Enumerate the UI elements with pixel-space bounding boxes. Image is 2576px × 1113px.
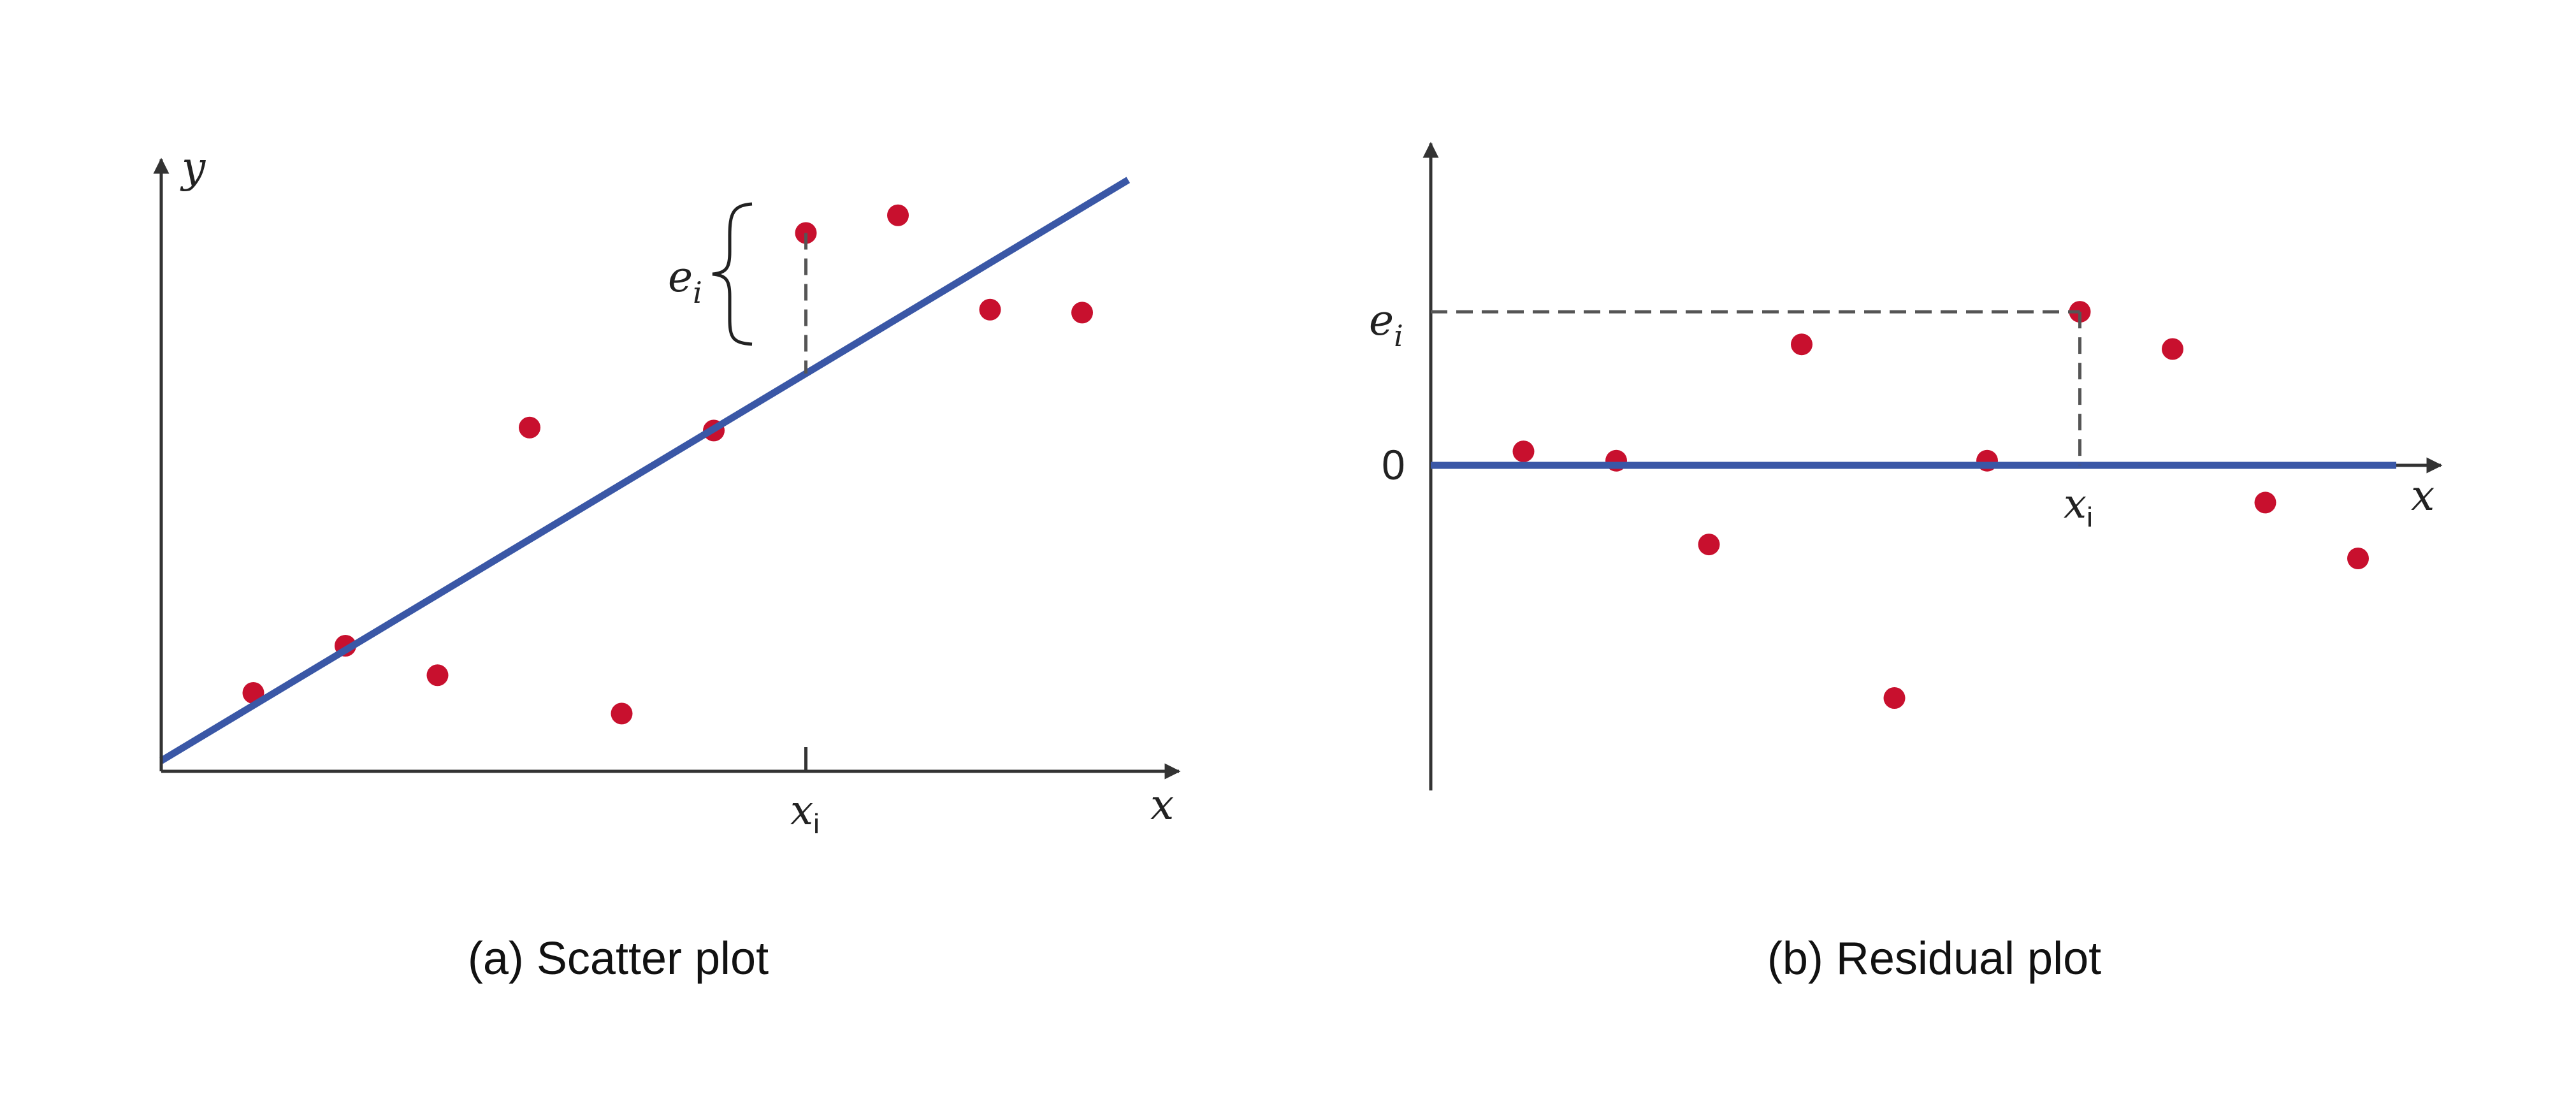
x-marker-sub: i — [813, 808, 820, 840]
x-marker-sub: i — [2087, 502, 2093, 533]
residual-label: ei — [668, 252, 702, 310]
zero-label: 0 — [1382, 441, 1405, 488]
caption-scatter: (a) Scatter plot — [468, 933, 769, 984]
residual-sub: i — [693, 275, 702, 310]
regression-line — [159, 177, 1131, 764]
residual-point-10 — [2347, 548, 2369, 569]
scatter-point-8 — [887, 204, 909, 226]
x-axis-label: x — [2411, 471, 2435, 520]
x-marker-letter: x — [2064, 481, 2087, 528]
residual-letter: e — [668, 252, 693, 302]
x-marker-label: xi — [790, 787, 820, 840]
residual-brace — [712, 202, 753, 346]
scatter-point-4 — [519, 416, 540, 439]
residual-points — [1512, 301, 2369, 709]
y-axis-label: y — [180, 143, 206, 192]
x-marker-label: xi — [2064, 481, 2093, 533]
scatter-point-9 — [979, 298, 1001, 321]
panel-residual: 0 ei xi x (b) Residual plot — [1369, 142, 2443, 984]
x-marker-letter: x — [790, 787, 813, 834]
residual-point-9 — [2254, 491, 2276, 514]
x-axis-label: x — [1150, 780, 1174, 829]
residual-letter: e — [1369, 296, 1394, 345]
residual-point-8 — [2162, 338, 2183, 360]
residual-point-3 — [1698, 534, 1720, 556]
residual-point-5 — [1883, 687, 1906, 709]
residual-label: ei — [1369, 296, 1403, 353]
caption-residual: (b) Residual plot — [1767, 933, 2101, 984]
panel-scatter: y x xi ei (a) Scatter plot — [153, 143, 1181, 984]
scatter-point-5 — [611, 702, 633, 725]
scatter-point-3 — [426, 664, 449, 687]
residual-point-4 — [1791, 333, 1813, 356]
residual-point-1 — [1512, 440, 1535, 463]
residual-sub: i — [1394, 319, 1403, 353]
scatter-point-10 — [1071, 302, 1093, 324]
